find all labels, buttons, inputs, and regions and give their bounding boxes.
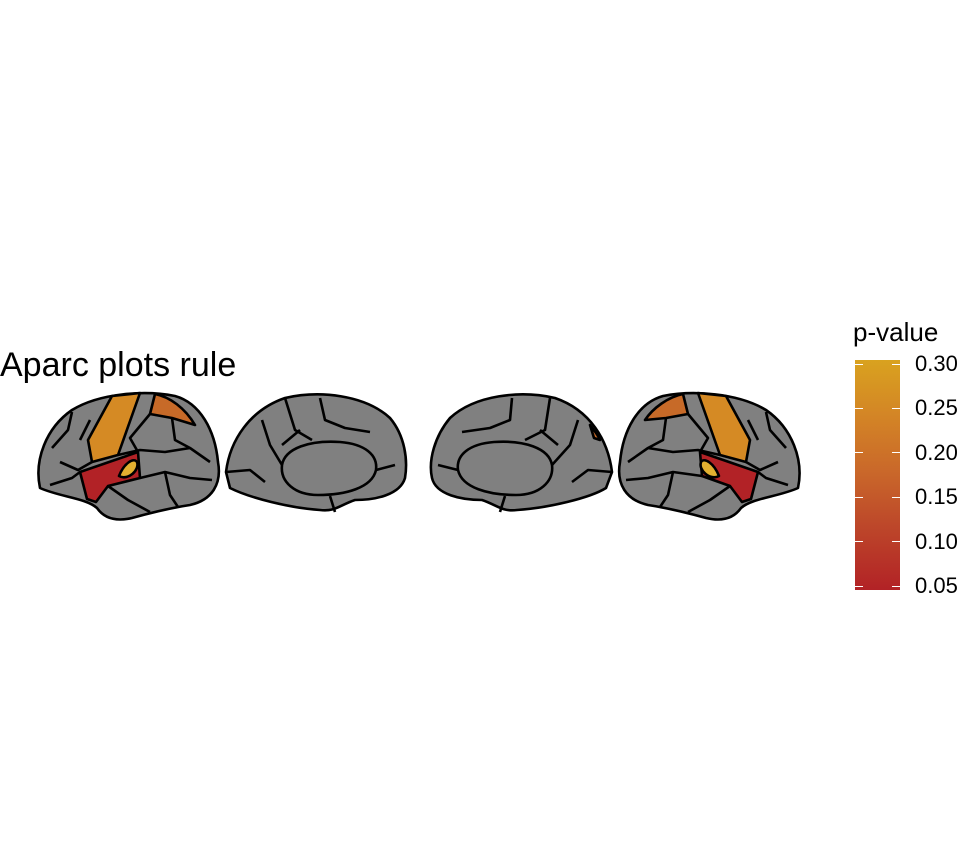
legend-tick-mark	[892, 541, 900, 542]
sulcus-line	[571, 468, 613, 484]
sulcus-line	[107, 484, 151, 514]
sulcus-line	[687, 484, 731, 514]
precentral-region	[86, 391, 142, 464]
sulcus-line	[687, 413, 710, 453]
legend-tick-mark	[892, 364, 900, 365]
precentral-region	[696, 391, 752, 464]
legend-tick-mark	[855, 586, 863, 587]
sulcus-line	[625, 470, 703, 482]
right-lateral-hemisphere	[617, 391, 801, 521]
sulcus-line	[539, 429, 559, 446]
sulcus-line	[260, 419, 284, 466]
transverse-temporal-region	[117, 458, 139, 479]
sulcus-line	[524, 397, 552, 442]
right-medial-hemisphere	[429, 393, 614, 513]
sulcus-line	[225, 468, 266, 484]
sulcus-line	[757, 470, 789, 487]
corpus-callosum	[456, 440, 554, 497]
sulcus-line	[318, 397, 371, 434]
legend-tick-mark	[855, 408, 863, 409]
sulcus-line	[128, 413, 151, 453]
legend-tick-mark	[855, 364, 863, 365]
legend-tick-label: 0.20	[915, 440, 958, 465]
sulcus-line	[437, 463, 459, 472]
sulcus-line	[49, 470, 81, 487]
cuneus-highlight	[588, 423, 602, 442]
sulcus-line	[375, 463, 396, 472]
legend-tick-mark	[855, 541, 863, 542]
transverse-temporal-region	[699, 458, 721, 479]
sulcus-line	[551, 419, 580, 466]
sulcus-line	[647, 446, 721, 457]
sulcus-line	[78, 419, 92, 441]
corpus-callosum	[280, 440, 378, 497]
sulcus-line	[764, 411, 787, 449]
sulcus-line	[745, 460, 779, 472]
sulcus-line	[170, 417, 211, 464]
legend-tick-label: 0.25	[915, 395, 958, 420]
left-medial-hemisphere	[224, 393, 408, 513]
sulcus-line	[59, 460, 93, 472]
sulcus-line	[283, 397, 313, 442]
legend-title: p-value	[853, 317, 939, 347]
sulcus-line	[658, 471, 675, 508]
sulcus-line	[117, 446, 191, 457]
legend-colorbar	[855, 360, 900, 590]
sulcus-line	[163, 471, 180, 508]
sulcus-line	[627, 417, 668, 464]
sulcus-line	[139, 470, 213, 482]
legend-tick-mark	[892, 586, 900, 587]
legend-tick-mark	[892, 408, 900, 409]
sulcus-line	[328, 495, 337, 513]
sulcus-line	[281, 429, 301, 446]
legend-tick-label: 0.30	[915, 351, 958, 376]
sulcus-line	[498, 495, 507, 513]
sulcus-line	[51, 411, 74, 449]
left-lateral-hemisphere	[37, 391, 221, 521]
legend-tick-label: 0.10	[915, 529, 958, 554]
legend-tick-label: 0.15	[915, 484, 958, 509]
sulcus-line	[746, 419, 760, 441]
supramarginal-region	[643, 392, 690, 422]
sulcus-line	[461, 397, 514, 434]
legend-tick-mark	[892, 452, 900, 453]
legend-tick-label: 0.05	[915, 573, 958, 598]
legend-tick-mark	[855, 452, 863, 453]
legend-tick-mark	[892, 497, 900, 498]
supramarginal-region	[148, 392, 197, 427]
legend-tick-mark	[855, 497, 863, 498]
plot-title: Aparc plots rule	[0, 346, 237, 384]
